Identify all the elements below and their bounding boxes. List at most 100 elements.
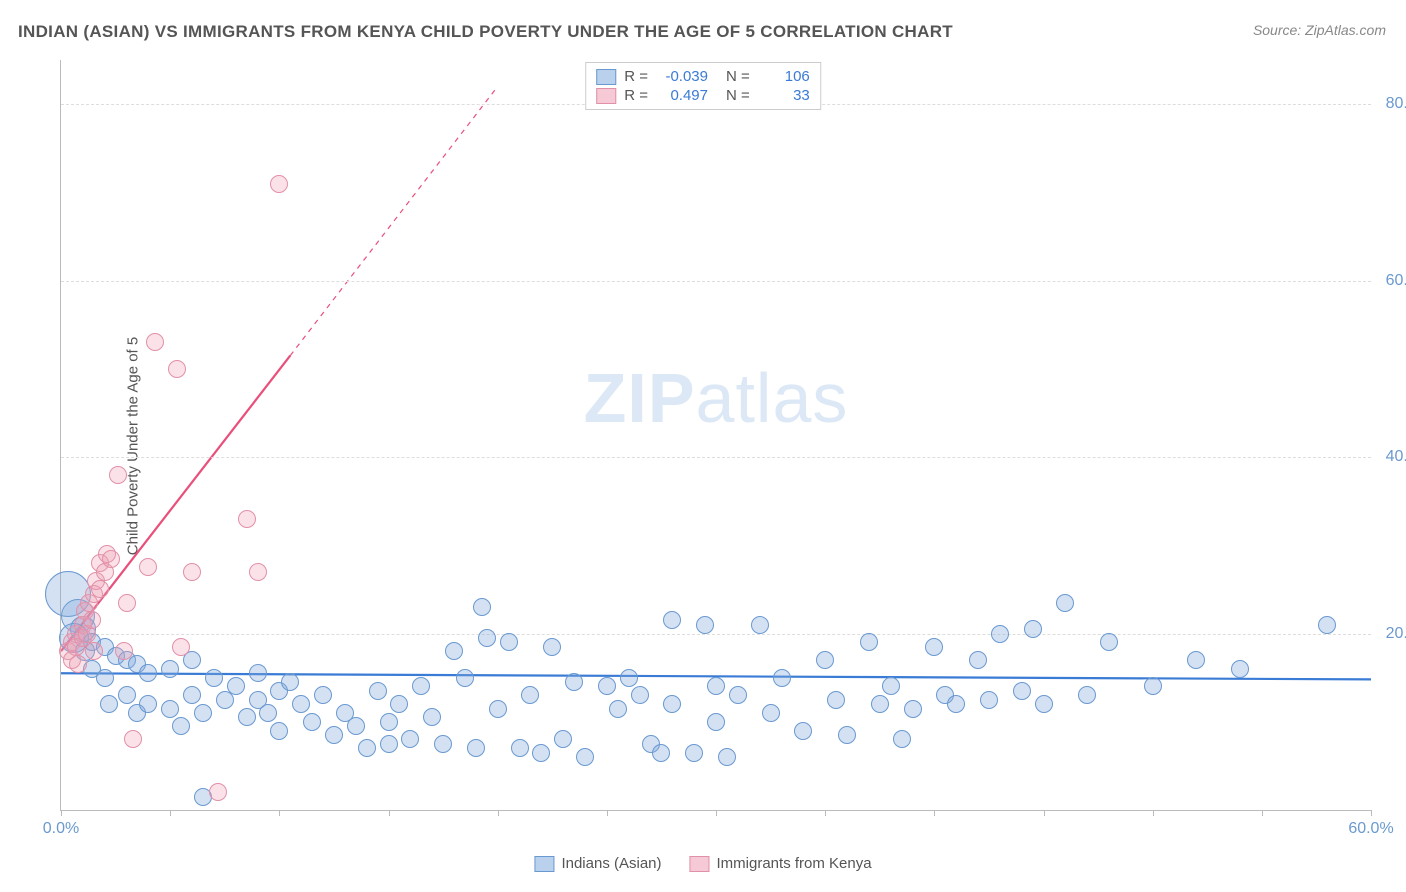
data-point [521,686,539,704]
legend-n-label: N = [726,87,750,104]
data-point [543,638,561,656]
data-point [91,580,109,598]
legend-n-value: 33 [758,87,810,104]
data-point [500,633,518,651]
data-point [183,686,201,704]
x-tick [1262,810,1263,816]
data-point [1024,620,1042,638]
y-tick-label: 80.0% [1376,95,1406,113]
y-tick-label: 20.0% [1376,625,1406,643]
data-point [124,730,142,748]
data-point [631,686,649,704]
data-point [696,616,714,634]
data-point [96,669,114,687]
data-point [925,638,943,656]
data-point [598,677,616,695]
legend-r-value: -0.039 [656,68,708,85]
data-point [238,708,256,726]
data-point [281,673,299,691]
legend-n-value: 106 [758,68,810,85]
data-point [347,717,365,735]
data-point [303,713,321,731]
source-attribution: Source: ZipAtlas.com [1253,22,1386,38]
x-tick [389,810,390,816]
x-tick [1153,810,1154,816]
data-point [146,333,164,351]
data-point [270,175,288,193]
data-point [652,744,670,762]
data-point [1100,633,1118,651]
data-point [838,726,856,744]
data-point [227,677,245,695]
data-point [794,722,812,740]
data-point [369,682,387,700]
series-legend-label: Indians (Asian) [561,855,661,872]
data-point [456,669,474,687]
data-point [259,704,277,722]
series-legend-label: Immigrants from Kenya [717,855,872,872]
data-point [172,638,190,656]
legend-r-label: R = [624,87,648,104]
x-tick [1044,810,1045,816]
data-point [401,730,419,748]
x-tick [279,810,280,816]
data-point [882,677,900,695]
series-legend-item: Immigrants from Kenya [690,855,872,872]
data-point [380,735,398,753]
data-point [827,691,845,709]
data-point [194,704,212,722]
chart-title: INDIAN (ASIAN) VS IMMIGRANTS FROM KENYA … [18,22,953,42]
watermark-light: atlas [696,359,849,437]
data-point [209,783,227,801]
data-point [238,510,256,528]
watermark: ZIPatlas [584,358,849,438]
data-point [707,713,725,731]
data-point [249,664,267,682]
data-point [1035,695,1053,713]
data-point [904,700,922,718]
data-point [1231,660,1249,678]
x-tick [1371,810,1372,816]
data-point [183,563,201,581]
data-point [358,739,376,757]
data-point [161,660,179,678]
x-tick-label: 0.0% [43,820,79,838]
data-point [663,695,681,713]
data-point [532,744,550,762]
data-point [139,695,157,713]
data-point [314,686,332,704]
data-point [1056,594,1074,612]
data-point [1318,616,1336,634]
data-point [434,735,452,753]
data-point [762,704,780,722]
data-point [325,726,343,744]
data-point [489,700,507,718]
data-point [773,669,791,687]
data-point [83,611,101,629]
data-point [118,594,136,612]
data-point [609,700,627,718]
data-point [100,695,118,713]
data-point [751,616,769,634]
data-point [69,655,87,673]
data-point [270,722,288,740]
legend-n-label: N = [726,68,750,85]
data-point [172,717,190,735]
data-point [729,686,747,704]
grid-line [61,281,1371,282]
series-legend: Indians (Asian) Immigrants from Kenya [534,855,871,872]
x-tick [716,810,717,816]
data-point [576,748,594,766]
data-point [412,677,430,695]
data-point [161,700,179,718]
data-point [102,550,120,568]
legend-swatch [596,88,616,104]
watermark-bold: ZIP [584,359,696,437]
y-tick-label: 60.0% [1376,272,1406,290]
legend-r-value: 0.497 [656,87,708,104]
x-tick [61,810,62,816]
legend-row: R = 0.497 N = 33 [596,86,810,105]
x-tick [825,810,826,816]
legend-swatch [690,856,710,872]
grid-line [61,634,1371,635]
